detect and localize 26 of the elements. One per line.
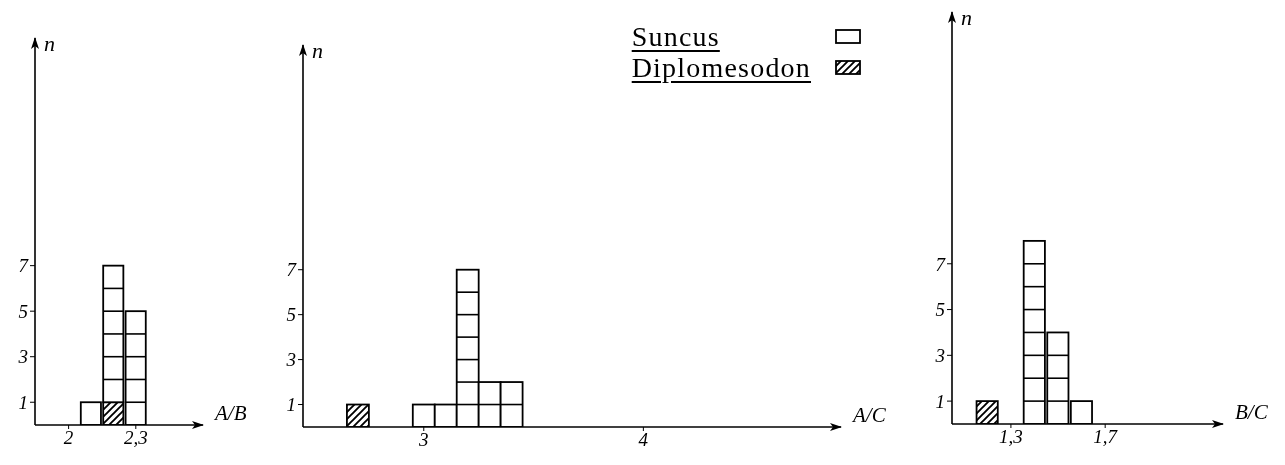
- x-axis-title: B/C: [1235, 400, 1269, 424]
- x-tick-label: 1,7: [1093, 426, 1119, 448]
- y-axis-title: n: [312, 38, 323, 63]
- y-tick-label: 3: [17, 346, 28, 368]
- y-tick-label: 1: [286, 394, 296, 416]
- y-tick-label: 1: [18, 391, 28, 413]
- y-tick-label: 5: [935, 299, 945, 321]
- x-axis-title: A/C: [851, 403, 887, 427]
- y-tick-label: 3: [285, 349, 296, 371]
- x-axis-title: A/B: [213, 401, 247, 425]
- y-tick-label: 1: [935, 390, 945, 412]
- y-tick-label: 5: [286, 304, 296, 326]
- y-axis-title: n: [961, 5, 972, 30]
- y-tick-label: 7: [935, 253, 947, 275]
- y-tick-label: 5: [18, 300, 28, 322]
- x-tick-label: 2,3: [123, 427, 148, 449]
- text: Suncus: [631, 21, 721, 52]
- x-tick-label: 2: [63, 427, 74, 449]
- x-tick-label: 3: [418, 429, 429, 451]
- y-tick-label: 7: [18, 255, 30, 277]
- legend-label: Diplomesodon: [631, 52, 811, 83]
- x-tick-label: 4: [638, 429, 649, 451]
- y-axis-title: n: [44, 31, 55, 56]
- y-tick-label: 7: [286, 259, 298, 281]
- x-tick-label: 1,3: [999, 426, 1023, 448]
- y-tick-label: 3: [934, 345, 945, 367]
